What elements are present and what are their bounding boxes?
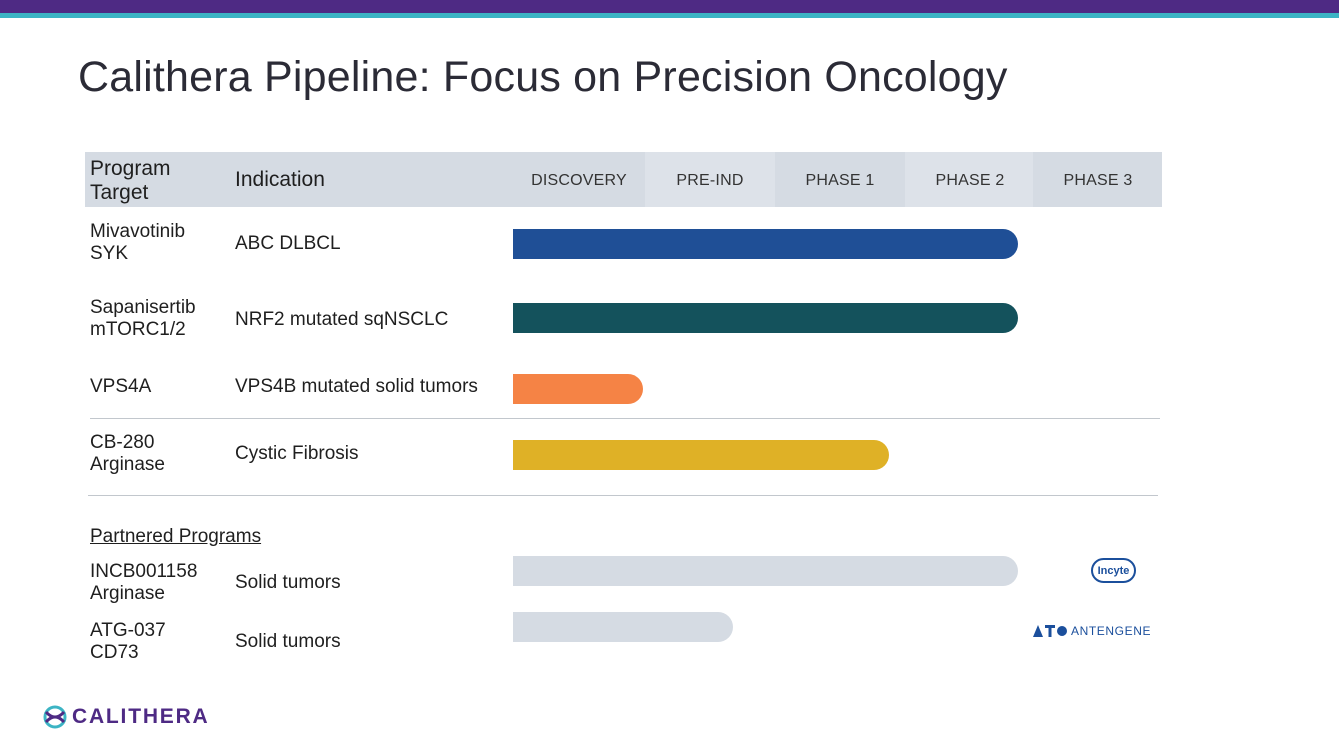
row-target: INCB001158 Arginase bbox=[90, 561, 198, 604]
row-indication: Solid tumors bbox=[235, 631, 341, 652]
row-indication: Solid tumors bbox=[235, 572, 341, 593]
row-divider bbox=[88, 495, 1158, 496]
phase-pre-ind: PRE-IND bbox=[676, 172, 744, 189]
progress-bar bbox=[513, 556, 1018, 586]
row-target: Mivavotinib SYK bbox=[90, 221, 186, 264]
progress-bar bbox=[513, 440, 889, 470]
antengene-mark-icon bbox=[1033, 625, 1067, 637]
row-target: Sapanisertib mTORC1/2 bbox=[90, 297, 196, 340]
slide-title: Calithera Pipeline: Focus on Precision O… bbox=[78, 53, 1008, 101]
progress-bar bbox=[513, 229, 1018, 259]
header-stripe bbox=[645, 152, 775, 207]
row-indication: NRF2 mutated sqNSCLC bbox=[235, 309, 449, 330]
header-program-target: Program Target bbox=[90, 157, 171, 204]
header-indication: Indication bbox=[235, 168, 325, 191]
calithera-logo: CALITHERA bbox=[42, 704, 210, 730]
progress-bar bbox=[513, 303, 1018, 333]
row-target: ATG-037 CD73 bbox=[90, 620, 166, 663]
phase-discovery: DISCOVERY bbox=[531, 172, 627, 189]
phase-3: PHASE 3 bbox=[1063, 172, 1133, 189]
header-stripe bbox=[905, 152, 1033, 207]
row-indication: ABC DLBCL bbox=[235, 233, 341, 254]
calithera-mark-icon bbox=[43, 705, 67, 729]
row-indication: VPS4B mutated solid tumors bbox=[235, 376, 478, 397]
progress-bar bbox=[513, 612, 733, 642]
row-target: CB-280 Arginase bbox=[90, 432, 165, 475]
top-accent-stripe bbox=[0, 13, 1339, 18]
row-indication: Cystic Fibrosis bbox=[235, 443, 359, 464]
antengene-logo: ANTENGENE bbox=[1033, 624, 1151, 638]
row-divider bbox=[90, 418, 1160, 419]
progress-bar bbox=[513, 374, 643, 404]
row-target: VPS4A bbox=[90, 376, 152, 397]
top-accent-bar bbox=[0, 0, 1339, 13]
incyte-logo: Incyte bbox=[1091, 558, 1136, 583]
phase-2: PHASE 2 bbox=[935, 172, 1005, 189]
partnered-programs-heading: Partnered Programs bbox=[90, 526, 262, 547]
phase-1: PHASE 1 bbox=[805, 172, 875, 189]
